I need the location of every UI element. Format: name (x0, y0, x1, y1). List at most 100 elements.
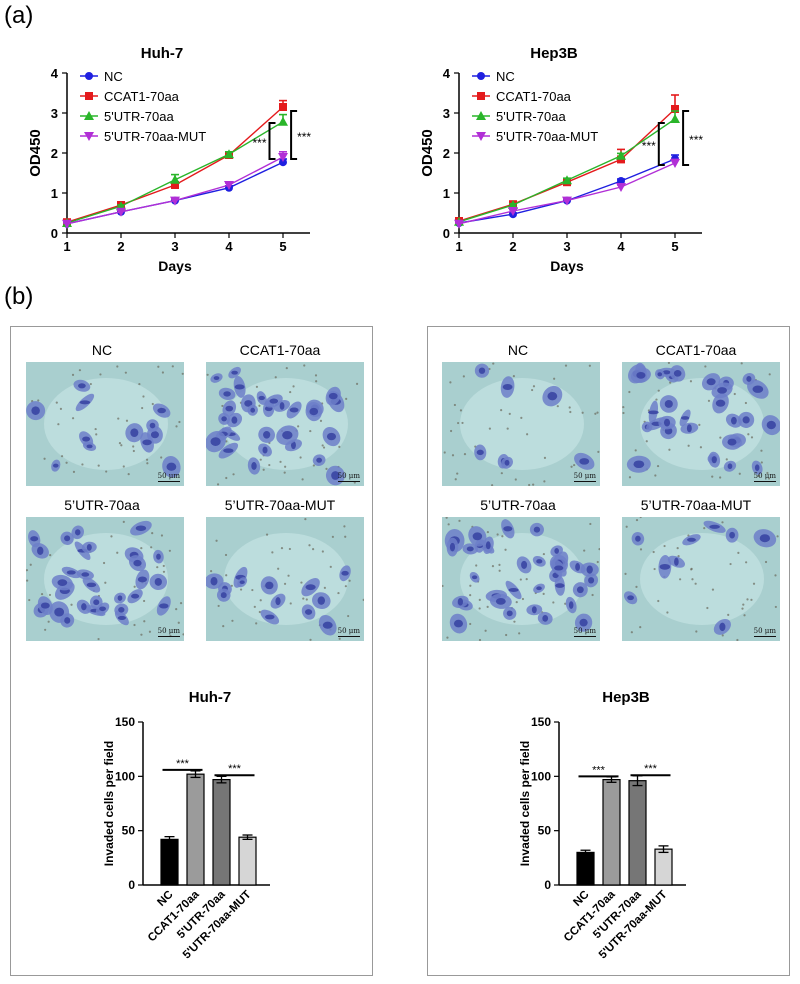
significance-bracket (657, 122, 665, 166)
significance-label: *** (689, 133, 703, 147)
membrane-pore (150, 546, 153, 549)
membrane-pore (729, 562, 732, 566)
cell-nucleus (86, 543, 92, 551)
membrane-pore (501, 535, 504, 538)
cell-nucleus (52, 463, 59, 468)
micrograph-hep3b-5utr: 50 μm (442, 517, 600, 641)
membrane-pore (279, 460, 282, 463)
micro-label-5utr: 5’UTR-70aa (480, 497, 556, 513)
membrane-pore (285, 367, 288, 370)
membrane-pore (224, 553, 228, 557)
membrane-pore (288, 547, 291, 551)
membrane-pore (776, 535, 779, 538)
membrane-pore (160, 534, 164, 537)
data-point (116, 207, 126, 217)
scale-bar-line (573, 481, 596, 482)
data-point (671, 105, 679, 113)
cell-nucleus (154, 577, 162, 586)
cell-nucleus (93, 599, 100, 606)
legend-marker (85, 92, 93, 100)
membrane-pore (104, 581, 107, 584)
membrane-pore (500, 409, 503, 412)
cell-nucleus (476, 449, 484, 456)
cell-nucleus (579, 458, 590, 465)
cell-nucleus (99, 606, 106, 612)
membrane-pore (679, 578, 682, 581)
membrane-pore (488, 427, 491, 430)
membrane-pore (303, 364, 306, 367)
membrane-pore (118, 442, 122, 445)
cell-nucleus (135, 525, 147, 531)
membrane-pore (274, 376, 277, 379)
membrane-pore (531, 388, 534, 392)
membrane-pore (491, 484, 494, 486)
membrane-pore (72, 470, 76, 473)
membrane-pore (721, 521, 724, 524)
cell-nucleus (149, 422, 156, 429)
membrane-pore (105, 470, 108, 473)
membrane-pore (737, 551, 740, 554)
membrane-pore (719, 476, 722, 479)
membrane-pore (127, 473, 130, 476)
membrane-pore (143, 599, 146, 603)
cell-nucleus (263, 431, 271, 439)
bar (160, 838, 179, 886)
membrane-pore (520, 416, 523, 419)
data-point (224, 149, 234, 159)
membrane-pore (624, 572, 627, 575)
data-point (616, 150, 626, 160)
membrane-pore (297, 425, 300, 428)
membrane-pore (750, 436, 754, 439)
y-axis-label: Invaded cells per field (102, 741, 116, 866)
cell-nucleus (686, 424, 692, 433)
membrane-pore (445, 517, 448, 519)
cell-nucleus (536, 559, 543, 564)
legend-label: 5'UTR-70aa-MUT (496, 129, 598, 144)
membrane-pore (457, 421, 460, 425)
micrograph-hep3b-5utr-mut: 50 μm (622, 517, 780, 641)
cell-nucleus (251, 462, 257, 470)
scale-bar-line (337, 636, 360, 637)
membrane-pore (146, 462, 149, 465)
cell-nucleus (754, 464, 760, 472)
panel-a-label: (a) (4, 2, 34, 29)
membrane-pore (639, 626, 642, 629)
cell-nucleus (536, 586, 542, 591)
membrane-pore (774, 574, 777, 577)
membrane-pore (329, 565, 332, 568)
data-point (562, 175, 572, 185)
y-tick-label: 2 (443, 146, 450, 161)
cell-nucleus (706, 378, 716, 386)
membrane-pore (478, 598, 481, 602)
membrane-pore (255, 622, 258, 625)
cell-nucleus (495, 598, 506, 605)
membrane-pore (148, 630, 152, 633)
cell-nucleus (503, 526, 513, 532)
micro-label-5utr: 5’UTR-70aa (64, 497, 140, 513)
cell-nucleus (282, 430, 293, 440)
membrane-pore (528, 483, 531, 486)
y-tick-label: 4 (51, 66, 59, 81)
membrane-pore (142, 395, 145, 398)
membrane-pore (99, 373, 102, 376)
membrane-pore (37, 399, 40, 402)
scale-bar: 50 μm (337, 627, 360, 637)
bar (654, 848, 673, 886)
x-tick-label: 2 (117, 239, 124, 254)
cell-nucleus (687, 537, 696, 542)
membrane-pore (589, 522, 592, 526)
membrane-pore (331, 535, 334, 538)
cell-nucleus (137, 576, 147, 583)
legend-marker (476, 132, 486, 141)
membrane-pore (132, 449, 135, 453)
cell-nucleus (711, 456, 717, 464)
cell-nucleus (331, 471, 340, 480)
data-point (562, 196, 572, 206)
micrograph-glow (640, 533, 764, 625)
membrane-pore (221, 404, 224, 408)
membrane-pore (116, 551, 119, 554)
micrograph-image (622, 362, 780, 486)
chart-title: Huh-7 (189, 689, 232, 706)
membrane-pore (676, 547, 679, 550)
